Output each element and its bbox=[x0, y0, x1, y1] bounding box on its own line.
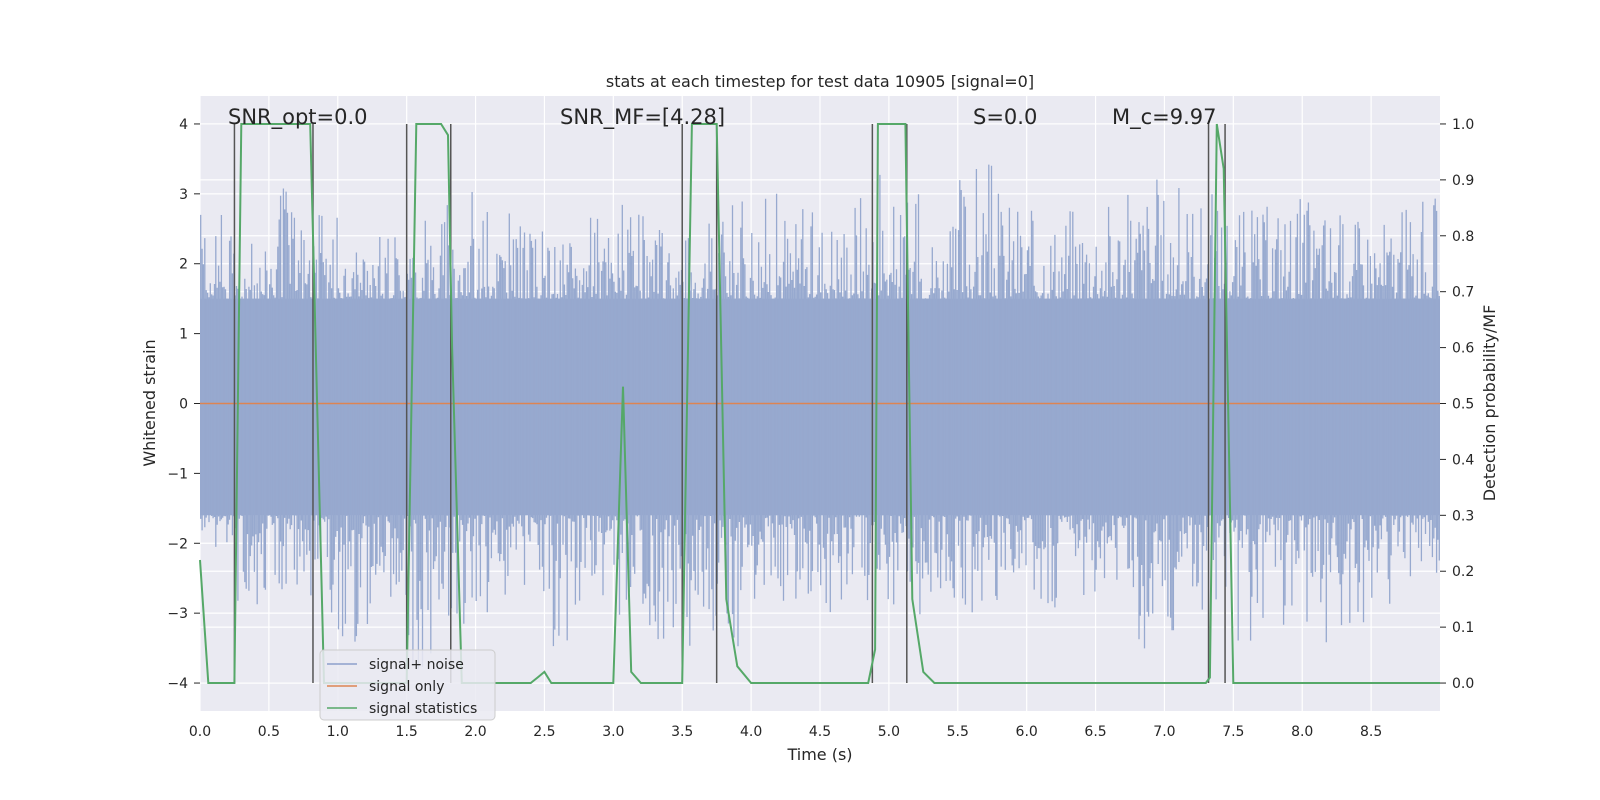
y-tick-label: 4 bbox=[179, 117, 188, 133]
y-tick-label: 3 bbox=[179, 187, 188, 203]
x-tick-label: 0.5 bbox=[258, 724, 280, 740]
y-right-tick-label: 0.8 bbox=[1452, 229, 1474, 245]
s-annotation: S=0.0 bbox=[973, 105, 1037, 129]
x-tick-label: 2.5 bbox=[533, 724, 555, 740]
x-tick-label: 5.0 bbox=[878, 724, 900, 740]
y-right-tick-label: 0.6 bbox=[1452, 341, 1474, 357]
chart-title: stats at each timestep for test data 109… bbox=[606, 72, 1034, 91]
y-right-tick-label: 0.4 bbox=[1452, 452, 1474, 468]
y-tick-label: 1 bbox=[179, 327, 188, 343]
signal-noise-series bbox=[200, 164, 1440, 669]
y-right-tick-label: 0.1 bbox=[1452, 620, 1474, 636]
x-tick-label: 8.5 bbox=[1360, 724, 1382, 740]
noise-core-band bbox=[200, 298, 1440, 516]
y-right-tick-label: 1.0 bbox=[1452, 117, 1474, 133]
x-tick-label: 0.0 bbox=[189, 724, 211, 740]
x-tick-label: 2.0 bbox=[464, 724, 486, 740]
legend: signal+ noise signal only signal statist… bbox=[319, 649, 496, 721]
mc-annotation: M_c=9.97 bbox=[1112, 105, 1217, 130]
x-tick-label: 7.5 bbox=[1222, 724, 1244, 740]
y-right-tick-label: 0.7 bbox=[1452, 285, 1474, 301]
y-right-tick-label: 0.3 bbox=[1452, 508, 1474, 524]
legend-label-signal-only: signal only bbox=[369, 679, 444, 695]
y-right-tick-label: 0.0 bbox=[1452, 676, 1474, 692]
y-tick-label: 2 bbox=[179, 257, 188, 273]
x-tick-label: 4.0 bbox=[740, 724, 762, 740]
snr-opt-annotation: SNR_opt=0.0 bbox=[228, 105, 368, 130]
legend-label-signal-noise: signal+ noise bbox=[369, 657, 464, 673]
x-tick-label: 3.5 bbox=[671, 724, 693, 740]
legend-box bbox=[319, 649, 496, 721]
x-tick-label: 1.0 bbox=[327, 724, 349, 740]
legend-label-signal-statistics: signal statistics bbox=[369, 701, 477, 717]
x-axis-label: Time (s) bbox=[786, 745, 852, 764]
y-right-tick-label: 0.5 bbox=[1452, 397, 1474, 413]
y-right-axis-label: Detection probability/MF bbox=[1480, 305, 1499, 502]
y-tick-label: −4 bbox=[167, 676, 188, 692]
y-tick-label: −3 bbox=[167, 606, 188, 622]
x-tick-label: 4.5 bbox=[809, 724, 831, 740]
x-tick-label: 6.5 bbox=[1084, 724, 1106, 740]
x-tick-label: 1.5 bbox=[396, 724, 418, 740]
y-axis-label: Whitened strain bbox=[140, 339, 159, 466]
x-tick-label: 5.5 bbox=[947, 724, 969, 740]
axis-layer: 0.0 0.5 1.0 1.5 2.0 2.5 3.0 3.5 4.0 4.5 5.0 5.5 6.0 6… bbox=[167, 117, 1474, 740]
y-right-tick-label: 0.2 bbox=[1452, 564, 1474, 580]
y-tick-label: −1 bbox=[167, 466, 188, 482]
snr-mf-annotation: SNR_MF=[4.28] bbox=[560, 105, 725, 130]
y-tick-label: 0 bbox=[179, 397, 188, 413]
x-tick-label: 3.0 bbox=[602, 724, 624, 740]
y-right-tick-label: 0.9 bbox=[1452, 173, 1474, 189]
x-tick-label: 7.0 bbox=[1153, 724, 1175, 740]
y-tick-label: −2 bbox=[167, 536, 188, 552]
x-tick-label: 8.0 bbox=[1291, 724, 1313, 740]
x-tick-label: 6.0 bbox=[1016, 724, 1038, 740]
